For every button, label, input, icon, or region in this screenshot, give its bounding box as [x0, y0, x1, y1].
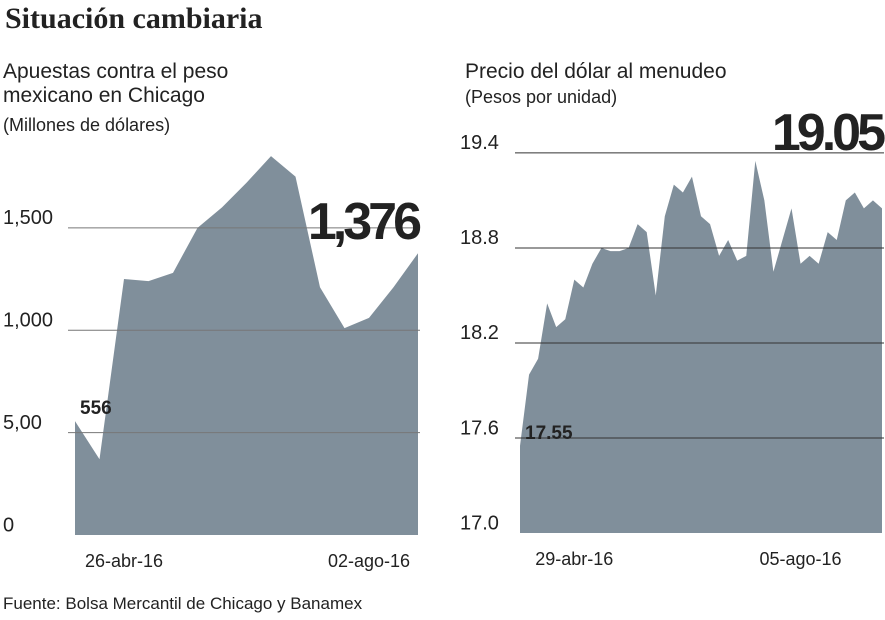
- page-title: Situación cambiaria: [5, 2, 263, 35]
- data-label: 1,376: [308, 193, 421, 251]
- y-tick-label: 0: [3, 514, 14, 536]
- y-tick-label: 17.6: [460, 417, 499, 439]
- data-label: 17.55: [525, 423, 573, 444]
- x-tick-label: 05-ago-16: [760, 549, 842, 569]
- chart-subtitle: (Pesos por unidad): [465, 87, 618, 107]
- y-tick-label: 1,000: [3, 309, 53, 331]
- data-label: 556: [80, 398, 112, 419]
- x-tick-label: 26-abr-16: [85, 551, 163, 571]
- y-tick-label: 19.4: [460, 132, 499, 154]
- area: [520, 160, 882, 533]
- chart-title: Precio del dólar al menudeo: [465, 60, 727, 83]
- x-tick-label: 02-ago-16: [328, 551, 410, 571]
- y-tick-label: 17.0: [460, 512, 499, 534]
- y-tick-label: 5,00: [3, 412, 42, 434]
- y-tick-label: 18.2: [460, 322, 499, 344]
- chart-subtitle: (Millones de dólares): [3, 115, 171, 135]
- y-tick-label: 1,500: [3, 207, 53, 229]
- x-tick-label: 29-abr-16: [535, 549, 613, 569]
- source: Fuente: Bolsa Mercantil de Chicago y Ban…: [3, 594, 363, 613]
- chart-title: Apuestas contra el peso mexicano en Chic…: [3, 60, 229, 107]
- data-label: 19.05: [772, 104, 885, 162]
- area: [75, 156, 418, 535]
- y-tick-label: 18.8: [460, 227, 499, 249]
